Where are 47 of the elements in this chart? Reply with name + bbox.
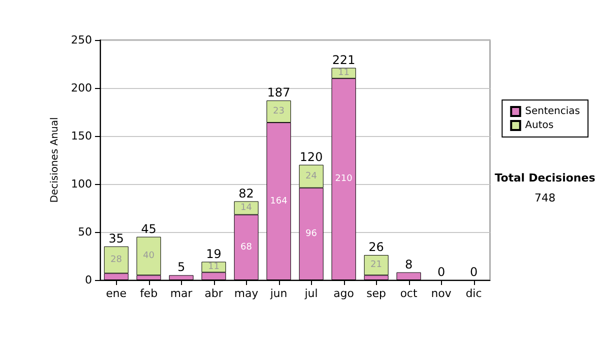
- total-label: 187: [267, 85, 290, 100]
- total-label: 120: [300, 150, 323, 164]
- x-tick-label: mar: [170, 287, 193, 300]
- y-tick-label: 0: [85, 274, 92, 286]
- y-tick-label: 50: [78, 226, 92, 238]
- data-label: 21: [370, 260, 382, 270]
- total-label: 221: [332, 52, 356, 67]
- x-tick-label: jun: [269, 287, 288, 300]
- total-label: 8: [404, 257, 413, 272]
- data-label: 11: [208, 262, 220, 272]
- x-tick-label: feb: [140, 287, 158, 300]
- data-label: 68: [240, 242, 252, 252]
- y-axis-title: Decisiones Anual: [50, 117, 61, 203]
- data-label: 96: [306, 228, 318, 239]
- total-label: 19: [206, 246, 222, 261]
- text: 748: [534, 192, 556, 204]
- y-tick-label: 150: [71, 130, 92, 142]
- data-label: 28: [110, 254, 122, 265]
- data-label: 11: [338, 68, 350, 78]
- x-tick-label: jul: [304, 287, 318, 300]
- y-tick-label: 250: [71, 34, 92, 46]
- data-label: 24: [306, 171, 318, 182]
- x-tick-label: may: [234, 287, 259, 300]
- x-tick-label: dic: [466, 287, 482, 300]
- total-label: 0: [470, 265, 478, 279]
- total-label: 45: [141, 222, 156, 236]
- x-tick-label: ene: [106, 287, 127, 300]
- x-tick-label: oct: [400, 287, 418, 300]
- data-label: 40: [143, 251, 155, 261]
- total-label: 5: [177, 260, 186, 274]
- legend-label: Sentencias: [525, 106, 580, 117]
- text: Total Decisiones: [494, 172, 596, 184]
- data-label: 14: [240, 203, 252, 213]
- total-label: 82: [238, 186, 254, 200]
- x-tick-label: ago: [334, 287, 354, 300]
- y-tick-label: 100: [71, 178, 92, 190]
- total-label: 26: [368, 240, 384, 254]
- x-tick-label: sep: [366, 287, 386, 300]
- total-label: 35: [108, 231, 124, 246]
- y-tick-label: 200: [71, 82, 92, 94]
- x-tick-label: nov: [431, 287, 452, 300]
- data-label: 210: [335, 174, 353, 184]
- legend-label: Autos: [525, 120, 554, 131]
- data-label: 164: [270, 196, 288, 206]
- total-label: 0: [437, 265, 446, 279]
- x-tick-label: abr: [204, 287, 224, 300]
- data-label: 23: [273, 106, 284, 117]
